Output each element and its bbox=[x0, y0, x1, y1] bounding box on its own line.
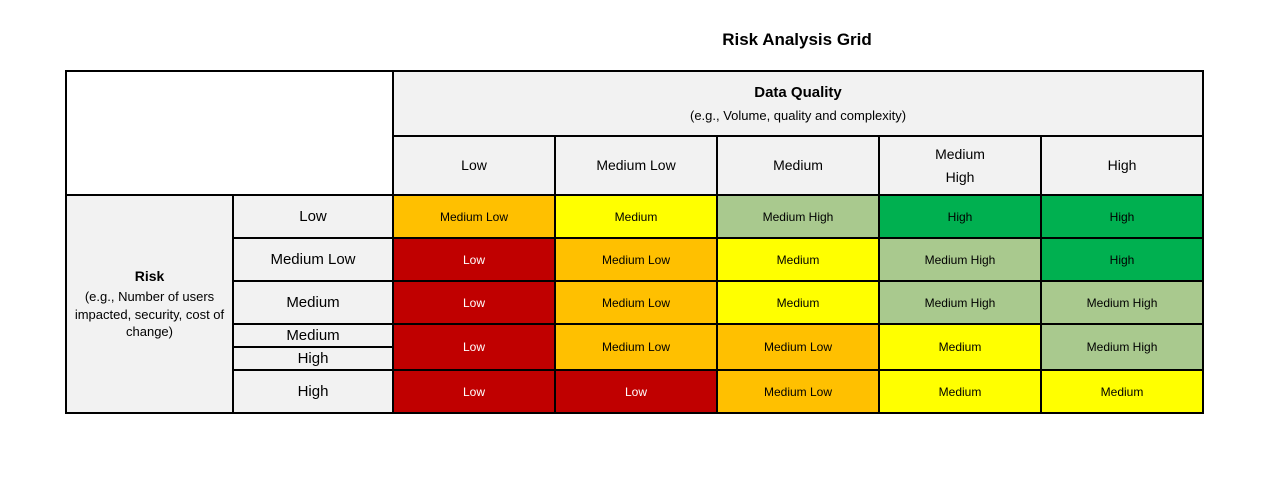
matrix-cell: Medium High bbox=[1039, 280, 1205, 325]
matrix-cell: Medium High bbox=[1039, 323, 1205, 371]
matrix-cell: Medium Low bbox=[392, 194, 556, 239]
matrix-cell: Low bbox=[392, 369, 556, 414]
column-header-medium-high: Medium High bbox=[878, 135, 1042, 196]
row-label-medium-high-bottom: High bbox=[232, 346, 394, 371]
column-header-medium-low: Medium Low bbox=[554, 135, 718, 196]
matrix-cell: Low bbox=[554, 369, 718, 414]
matrix-cell: Medium High bbox=[878, 237, 1042, 282]
page-title: Risk Analysis Grid bbox=[722, 30, 872, 49]
matrix-cell: Medium High bbox=[716, 194, 880, 239]
row-label-medium-high-top: Medium bbox=[232, 323, 394, 348]
matrix-cell: Medium bbox=[878, 323, 1042, 371]
matrix-cell: Medium Low bbox=[716, 369, 880, 414]
matrix-cell: Medium bbox=[878, 369, 1042, 414]
column-header-high: High bbox=[1039, 135, 1205, 196]
column-header-low: Low bbox=[392, 135, 556, 196]
matrix-cell: Low bbox=[392, 237, 556, 282]
risk-axis-header-cell: Risk (e.g., Number of users impacted, se… bbox=[65, 194, 234, 414]
row-label-high: High bbox=[232, 369, 394, 414]
matrix-cell: Medium Low bbox=[554, 237, 718, 282]
matrix-cell: Low bbox=[392, 280, 556, 325]
matrix-cell: Medium High bbox=[878, 280, 1042, 325]
row-label-low: Low bbox=[232, 194, 394, 239]
row-label-medium: Medium bbox=[232, 280, 394, 325]
row-label-medium-low: Medium Low bbox=[232, 237, 394, 282]
data-quality-header-cell: Data Quality (e.g., Volume, quality and … bbox=[391, 70, 1205, 137]
matrix-cell: Medium Low bbox=[716, 323, 880, 371]
column-header-medium: Medium bbox=[716, 135, 880, 196]
matrix-cell: Medium bbox=[716, 280, 880, 325]
blank-corner bbox=[65, 70, 394, 196]
risk-analysis-grid-table: Data Quality (e.g., Volume, quality and … bbox=[65, 70, 1205, 414]
matrix-cell: High bbox=[1039, 194, 1205, 239]
data-quality-axis-title: Data Quality bbox=[754, 84, 842, 101]
matrix-cell: High bbox=[1039, 237, 1205, 282]
data-quality-axis-subtitle: (e.g., Volume, quality and complexity) bbox=[689, 108, 907, 123]
matrix-cell: Medium Low bbox=[554, 280, 718, 325]
risk-axis-title: Risk bbox=[134, 268, 165, 285]
matrix-cell: Medium bbox=[554, 194, 718, 239]
matrix-cell: Medium bbox=[1039, 369, 1205, 414]
matrix-cell: High bbox=[878, 194, 1042, 239]
matrix-cell: Medium Low bbox=[554, 323, 718, 371]
risk-axis-subtitle: (e.g., Number of users impacted, securit… bbox=[74, 289, 225, 340]
matrix-cell: Medium bbox=[716, 237, 880, 282]
matrix-cell: Low bbox=[392, 323, 556, 371]
